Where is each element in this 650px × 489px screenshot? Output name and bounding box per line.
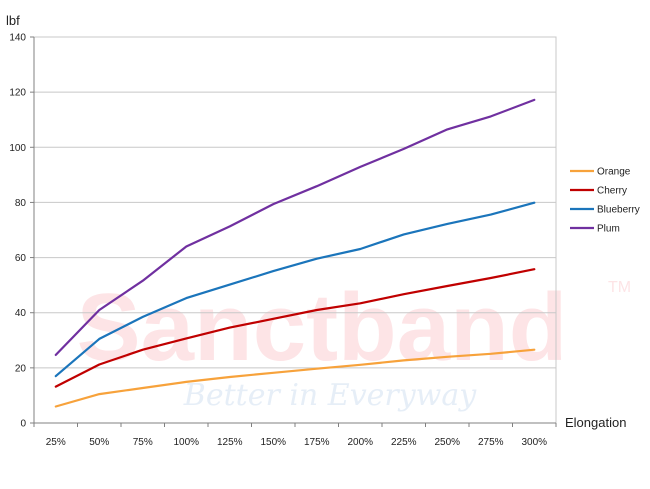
y-tick-label: 100 (9, 143, 26, 154)
axes: 0 20 40 60 80 100 120 140 25% 50% 75% 100% 125% 150% 1… (9, 33, 557, 448)
series-line-cherry (54, 268, 536, 388)
x-tick-label: 175% (304, 437, 330, 448)
x-axis-title: Elongation (565, 415, 626, 430)
y-tick-label: 0 (20, 419, 26, 430)
y-tick-label: 120 (9, 88, 26, 99)
x-tick-label: 300% (521, 437, 547, 448)
x-tick-label: 100% (173, 437, 199, 448)
y-tick-label: 40 (15, 308, 27, 319)
legend-label-plum: Plum (597, 224, 620, 235)
x-tick-label: 125% (217, 437, 243, 448)
watermark-trademark: TM (608, 279, 631, 296)
x-tick-label: 50% (89, 437, 109, 448)
x-tick-label: 150% (260, 437, 286, 448)
grid-lines (33, 36, 557, 424)
x-tick-label: 25% (46, 437, 66, 448)
x-tick-label: 275% (478, 437, 504, 448)
x-tick-label: 75% (133, 437, 153, 448)
series-line-plum (54, 98, 536, 356)
y-tick-label: 80 (15, 198, 27, 209)
watermark-brand: Sanctband (77, 274, 568, 381)
series-lines (54, 98, 536, 408)
legend-label-cherry: Cherry (597, 186, 627, 197)
legend-label-orange: Orange (597, 167, 631, 178)
y-tick-label: 60 (15, 253, 27, 264)
series-line-blueberry (54, 201, 536, 378)
series-line-orange (54, 348, 536, 408)
watermark-tagline: Better in Everyway (183, 378, 477, 413)
watermark: Sanctband TM Better in Everyway (77, 274, 631, 413)
legend-label-blueberry: Blueberry (597, 205, 640, 216)
x-tick-label: 250% (434, 437, 460, 448)
y-axis-title: lbf (6, 13, 20, 28)
x-tick-label: 200% (347, 437, 373, 448)
x-tick-label: 225% (391, 437, 417, 448)
y-tick-label: 140 (9, 33, 26, 44)
legend: Orange Cherry Blueberry Plum (570, 167, 640, 235)
y-tick-label: 20 (15, 363, 27, 374)
